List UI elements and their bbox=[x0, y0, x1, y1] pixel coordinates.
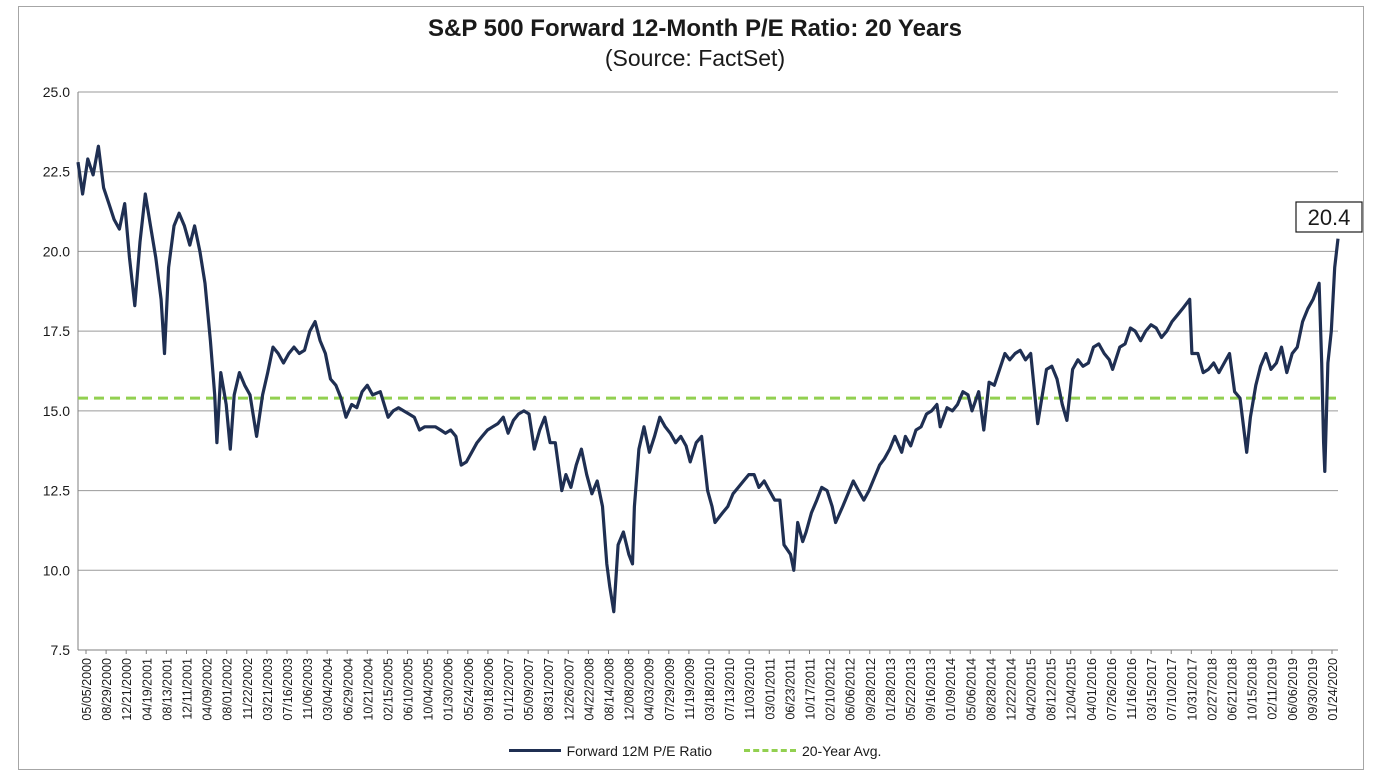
x-tick-label-16: 06/10/2005 bbox=[402, 658, 416, 721]
x-tick-label-46: 12/22/2014 bbox=[1004, 658, 1018, 721]
x-tick-label-31: 03/18/2010 bbox=[703, 658, 717, 721]
y-tick-label-3: 17.5 bbox=[43, 323, 70, 339]
x-tick-label-61: 09/30/2019 bbox=[1306, 658, 1320, 721]
x-tick-label-3: 04/19/2001 bbox=[140, 658, 154, 721]
x-tick-label-22: 05/09/2007 bbox=[522, 658, 536, 721]
x-tick-label-18: 01/30/2006 bbox=[442, 658, 456, 721]
x-tick-label-8: 11/22/2002 bbox=[241, 658, 255, 720]
x-tick-label-11: 11/06/2003 bbox=[301, 658, 315, 720]
x-tick-label-23: 08/31/2007 bbox=[542, 658, 556, 721]
x-tick-label-24: 12/26/2007 bbox=[562, 658, 576, 721]
x-tick-label-17: 10/04/2005 bbox=[422, 658, 436, 721]
x-tick-label-25: 04/22/2008 bbox=[582, 658, 596, 721]
x-tick-label-41: 05/22/2013 bbox=[904, 658, 918, 721]
x-tick-label-5: 12/11/2001 bbox=[180, 658, 194, 720]
x-tick-label-32: 07/13/2010 bbox=[723, 658, 737, 721]
x-tick-label-43: 01/09/2014 bbox=[944, 658, 958, 721]
x-tick-label-26: 08/14/2008 bbox=[603, 658, 617, 721]
x-tick-label-28: 04/03/2009 bbox=[643, 658, 657, 721]
x-tick-label-36: 10/17/2011 bbox=[803, 658, 817, 720]
annotation-box bbox=[1295, 201, 1363, 233]
x-tick-label-58: 10/15/2018 bbox=[1246, 658, 1260, 721]
x-tick-label-33: 11/03/2010 bbox=[743, 658, 757, 720]
x-tick-label-42: 09/16/2013 bbox=[924, 658, 938, 721]
x-tick-label-52: 11/16/2016 bbox=[1125, 658, 1139, 720]
y-tick-label-5: 12.5 bbox=[43, 483, 70, 499]
x-tick-label-40: 01/28/2013 bbox=[884, 658, 898, 721]
annotation-label: 20.4 bbox=[1308, 205, 1351, 230]
y-tick-label-6: 10.0 bbox=[43, 562, 70, 578]
x-tick-label-27: 12/08/2008 bbox=[623, 658, 637, 721]
x-tick-label-29: 07/29/2009 bbox=[663, 658, 677, 721]
x-tick-label-57: 06/21/2018 bbox=[1226, 658, 1240, 721]
x-tick-label-34: 03/01/2011 bbox=[763, 658, 777, 720]
legend-swatch-avg bbox=[743, 749, 796, 752]
x-tick-label-19: 05/24/2006 bbox=[462, 658, 476, 721]
chart-frame bbox=[18, 6, 1364, 770]
x-tick-label-53: 03/15/2017 bbox=[1145, 658, 1159, 721]
x-tick-label-4: 08/13/2001 bbox=[160, 658, 174, 721]
x-tick-label-56: 02/27/2018 bbox=[1205, 658, 1219, 721]
x-tick-label-21: 01/12/2007 bbox=[502, 658, 516, 721]
x-tick-label-39: 09/28/2012 bbox=[864, 658, 878, 721]
x-tick-label-1: 08/29/2000 bbox=[100, 658, 114, 721]
x-tick-label-6: 04/09/2002 bbox=[201, 658, 215, 721]
legend-label-pe: Forward 12M P/E Ratio bbox=[566, 742, 713, 759]
legend-item-pe: Forward 12M P/E Ratio bbox=[508, 742, 713, 759]
legend-label-avg: 20-Year Avg. bbox=[801, 742, 882, 759]
x-tick-label-30: 11/19/2009 bbox=[683, 658, 697, 720]
x-tick-label-45: 08/28/2014 bbox=[984, 658, 998, 721]
x-tick-label-51: 07/26/2016 bbox=[1105, 658, 1119, 721]
x-tick-label-48: 08/12/2015 bbox=[1045, 658, 1059, 721]
x-tick-label-60: 06/06/2019 bbox=[1286, 658, 1300, 721]
y-tick-label-1: 22.5 bbox=[43, 164, 70, 180]
x-tick-label-9: 03/21/2003 bbox=[261, 658, 275, 721]
x-tick-label-14: 10/21/2004 bbox=[361, 658, 375, 721]
y-tick-label-0: 25.0 bbox=[43, 84, 70, 100]
x-tick-label-62: 01/24/2020 bbox=[1326, 658, 1340, 721]
chart-subtitle: (Source: FactSet) bbox=[604, 45, 786, 71]
x-tick-label-15: 02/15/2005 bbox=[381, 658, 395, 721]
x-tick-label-7: 08/01/2002 bbox=[221, 658, 235, 721]
y-tick-label-4: 15.0 bbox=[43, 403, 70, 419]
x-tick-label-10: 07/16/2003 bbox=[281, 658, 295, 721]
y-tick-label-7: 7.5 bbox=[51, 642, 71, 658]
x-tick-label-50: 04/01/2016 bbox=[1085, 658, 1099, 721]
x-tick-label-0: 05/05/2000 bbox=[80, 658, 94, 721]
x-tick-label-47: 04/20/2015 bbox=[1025, 658, 1039, 721]
x-tick-label-59: 02/11/2019 bbox=[1266, 658, 1280, 720]
series-line-forward-pe bbox=[76, 144, 1340, 614]
legend-item-avg: 20-Year Avg. bbox=[743, 742, 882, 759]
x-tick-label-12: 03/04/2004 bbox=[321, 658, 335, 721]
x-tick-label-2: 12/21/2000 bbox=[120, 658, 134, 721]
y-tick-label-2: 20.0 bbox=[43, 243, 70, 259]
x-tick-label-49: 12/04/2015 bbox=[1065, 658, 1079, 721]
x-tick-label-54: 07/10/2017 bbox=[1165, 658, 1179, 721]
x-tick-label-20: 09/18/2006 bbox=[482, 658, 496, 721]
chart-title: S&P 500 Forward 12-Month P/E Ratio: 20 Y… bbox=[428, 15, 962, 42]
x-tick-label-44: 05/06/2014 bbox=[964, 658, 978, 721]
x-tick-label-35: 06/23/2011 bbox=[783, 658, 797, 720]
legend-swatch-pe bbox=[508, 749, 561, 752]
x-tick-label-55: 10/31/2017 bbox=[1185, 658, 1199, 721]
x-tick-label-13: 06/29/2004 bbox=[341, 658, 355, 721]
x-tick-label-38: 06/06/2012 bbox=[844, 658, 858, 721]
x-tick-label-37: 02/10/2012 bbox=[824, 658, 838, 721]
legend: Forward 12M P/E Ratio 20-Year Avg. bbox=[0, 739, 1390, 759]
